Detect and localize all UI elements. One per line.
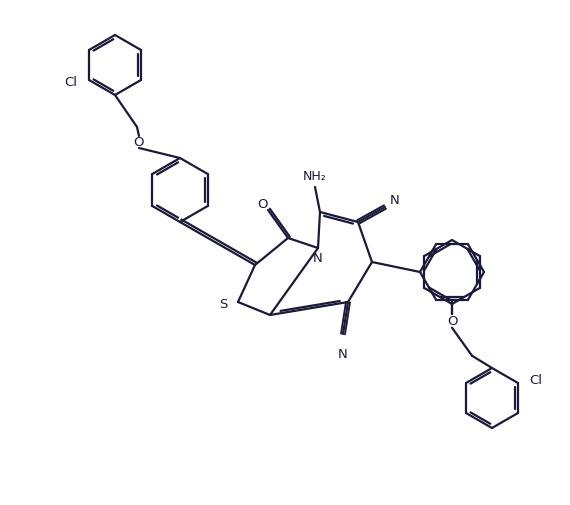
Text: N: N [313,251,323,265]
Text: NH₂: NH₂ [303,171,327,183]
Text: O: O [447,315,457,328]
Text: O: O [134,135,144,148]
Text: Cl: Cl [64,76,78,88]
Text: N: N [390,193,400,207]
Text: Cl: Cl [530,375,543,387]
Text: N: N [338,347,348,361]
Text: S: S [219,297,227,311]
Text: O: O [256,197,267,211]
